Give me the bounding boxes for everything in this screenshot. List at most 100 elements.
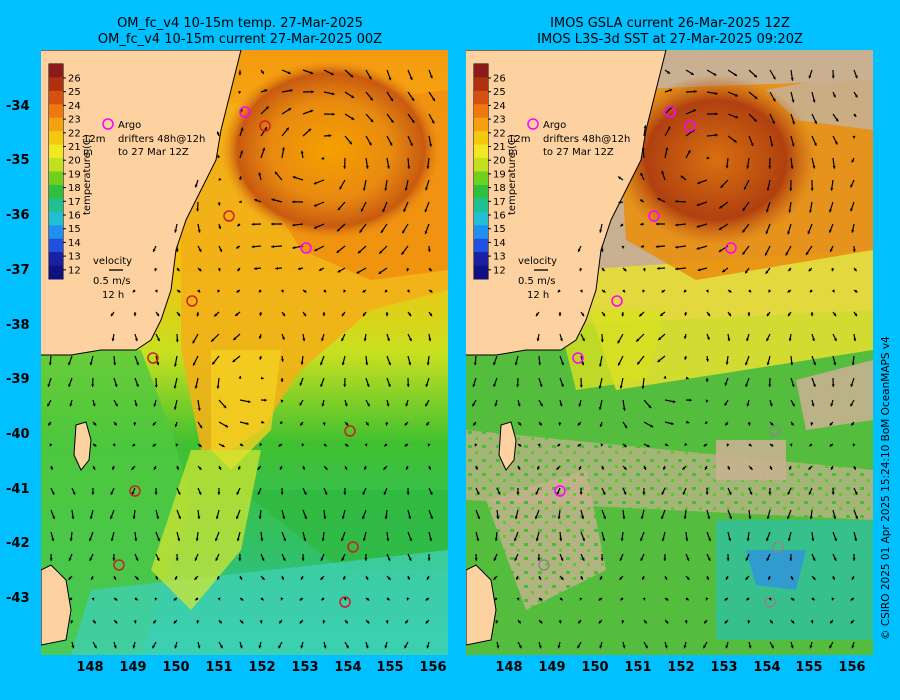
float-marker[interactable] bbox=[572, 352, 584, 364]
drifter-legend-line1: drifters 48h@12h bbox=[543, 134, 630, 145]
colorbar-label: temperature (C) bbox=[82, 134, 93, 215]
float-marker[interactable] bbox=[772, 541, 784, 553]
tasmania-coast bbox=[466, 564, 497, 646]
float-marker[interactable] bbox=[611, 295, 623, 307]
float-marker[interactable] bbox=[554, 485, 566, 497]
lon-tick: 156 bbox=[419, 660, 447, 675]
drifter-legend-line2: to 27 Mar 12Z bbox=[543, 147, 614, 158]
drifter-legend-line1: drifters 48h@12h bbox=[118, 134, 205, 145]
colorbar-tick: 18 bbox=[68, 183, 81, 194]
lon-tick: 155 bbox=[376, 660, 404, 675]
colorbar-tick: 24 bbox=[68, 101, 81, 112]
lon-tick: 156 bbox=[838, 660, 866, 675]
float-marker[interactable] bbox=[339, 596, 351, 608]
right-title-line1: IMOS GSLA current 26-Mar-2025 12Z bbox=[550, 16, 790, 31]
float-marker[interactable] bbox=[538, 559, 550, 571]
lon-tick: 154 bbox=[334, 660, 362, 675]
credit-text: © CSIRO 2025 01 Apr 2025 15:24:10 BoM Oc… bbox=[880, 336, 892, 640]
float-marker[interactable] bbox=[300, 242, 312, 254]
island bbox=[498, 421, 517, 471]
colorbar-tick: 23 bbox=[493, 115, 506, 126]
float-marker[interactable] bbox=[769, 425, 781, 437]
float-marker[interactable] bbox=[764, 596, 776, 608]
side-label-12m: 12m bbox=[83, 134, 105, 145]
colorbar-tick: 15 bbox=[68, 224, 81, 235]
colorbar-tick: 12 bbox=[493, 265, 506, 276]
drifter-legend-line2: to 27 Mar 12Z bbox=[118, 147, 189, 158]
right-map-panel[interactable]: 26 25 24 23 22 21 20 19 18 17 16 15 14 13 12 temperatu… bbox=[466, 50, 873, 655]
right-map[interactable]: 26 25 24 23 22 21 20 19 18 17 16 15 14 13 12 temperatu… bbox=[466, 50, 873, 655]
colorbar-tick: 19 bbox=[493, 169, 506, 180]
float-marker[interactable] bbox=[147, 352, 159, 364]
colorbar-tick: 22 bbox=[493, 128, 506, 139]
left-map-panel[interactable]: 26 25 24 23 22 21 20 19 18 17 16 15 14 13 12 temperatu… bbox=[41, 50, 448, 655]
colorbar-tick: 21 bbox=[493, 142, 506, 153]
lon-tick: 153 bbox=[291, 660, 319, 675]
lat-tick: -40 bbox=[6, 427, 30, 442]
velocity-legend-title: velocity bbox=[518, 256, 557, 267]
colorbar-tick: 16 bbox=[68, 211, 81, 222]
float-marker[interactable] bbox=[664, 106, 676, 118]
colorbar-tick: 14 bbox=[68, 238, 81, 249]
lon-tick: 155 bbox=[795, 660, 823, 675]
current-vectors bbox=[46, 69, 436, 649]
tasmania-coast bbox=[41, 564, 72, 646]
float-marker[interactable] bbox=[725, 242, 737, 254]
colorbar-tick: 15 bbox=[493, 224, 506, 235]
colorbar-tick: 24 bbox=[493, 101, 506, 112]
lon-tick: 150 bbox=[162, 660, 190, 675]
coastline bbox=[41, 50, 242, 356]
side-label-12m: 12m bbox=[508, 134, 530, 145]
lon-tick: 148 bbox=[495, 660, 523, 675]
left-panel-title: OM_fc_v4 10-15m temp. 27-Mar-2025 OM_fc_… bbox=[30, 16, 450, 48]
lat-tick: -36 bbox=[6, 208, 30, 223]
colorbar-tick: 16 bbox=[493, 211, 506, 222]
float-marker[interactable] bbox=[223, 210, 235, 222]
argo-legend-icon bbox=[102, 118, 114, 130]
lon-tick: 149 bbox=[538, 660, 566, 675]
lon-tick: 149 bbox=[119, 660, 147, 675]
float-marker[interactable] bbox=[186, 295, 198, 307]
float-marker[interactable] bbox=[239, 106, 251, 118]
colorbar-tick: 14 bbox=[493, 238, 506, 249]
colorbar: 26 25 24 23 22 21 20 19 18 17 16 15 14 13 12 temperatu… bbox=[48, 63, 93, 280]
colorbar-tick: 18 bbox=[493, 183, 506, 194]
velocity-hours: 12 h bbox=[527, 290, 549, 301]
float-marker[interactable] bbox=[129, 485, 141, 497]
colorbar-tick: 25 bbox=[493, 87, 506, 98]
colorbar-tick: 25 bbox=[68, 87, 81, 98]
colorbar-tick: 20 bbox=[68, 156, 81, 167]
side-label-m: m bbox=[83, 147, 93, 158]
lon-tick: 153 bbox=[710, 660, 738, 675]
lon-tick: 148 bbox=[76, 660, 104, 675]
argo-legend-label: Argo bbox=[118, 120, 141, 131]
left-map[interactable]: 26 25 24 23 22 21 20 19 18 17 16 15 14 13 12 temperatu… bbox=[41, 50, 448, 655]
velocity-speed: 0.5 m/s bbox=[518, 276, 555, 287]
float-marker[interactable] bbox=[648, 210, 660, 222]
colorbar-tick: 13 bbox=[493, 252, 506, 263]
left-title-line2: OM_fc_v4 10-15m current 27-Mar-2025 00Z bbox=[97, 32, 383, 47]
float-marker[interactable] bbox=[113, 559, 125, 571]
lat-tick: -38 bbox=[6, 318, 30, 333]
colorbar-tick: 22 bbox=[68, 128, 81, 139]
float-marker[interactable] bbox=[347, 541, 359, 553]
lat-tick: -39 bbox=[6, 372, 30, 387]
side-label-m: m bbox=[508, 147, 518, 158]
float-marker[interactable] bbox=[684, 120, 696, 132]
colorbar-tick: 19 bbox=[68, 169, 81, 180]
lat-tick: -41 bbox=[6, 482, 30, 497]
float-marker[interactable] bbox=[259, 120, 271, 132]
map-legend: Argo 12m drifters 48h@12h m to 27 Mar 12… bbox=[83, 118, 205, 301]
colorbar-tick: 17 bbox=[493, 197, 506, 208]
float-markers bbox=[113, 106, 359, 608]
colorbar-label: temperature (C) bbox=[507, 134, 518, 215]
colorbar-tick: 12 bbox=[68, 265, 81, 276]
argo-legend-label: Argo bbox=[543, 120, 566, 131]
right-panel-title: IMOS GSLA current 26-Mar-2025 12Z IMOS L… bbox=[460, 16, 880, 48]
colorbar-tick: 26 bbox=[493, 74, 506, 85]
colorbar-tick: 23 bbox=[68, 115, 81, 126]
right-title-line2: IMOS L3S-3d SST at 27-Mar-2025 09:20Z bbox=[537, 32, 803, 47]
colorbar-tick: 17 bbox=[68, 197, 81, 208]
float-marker[interactable] bbox=[344, 425, 356, 437]
velocity-speed: 0.5 m/s bbox=[93, 276, 130, 287]
